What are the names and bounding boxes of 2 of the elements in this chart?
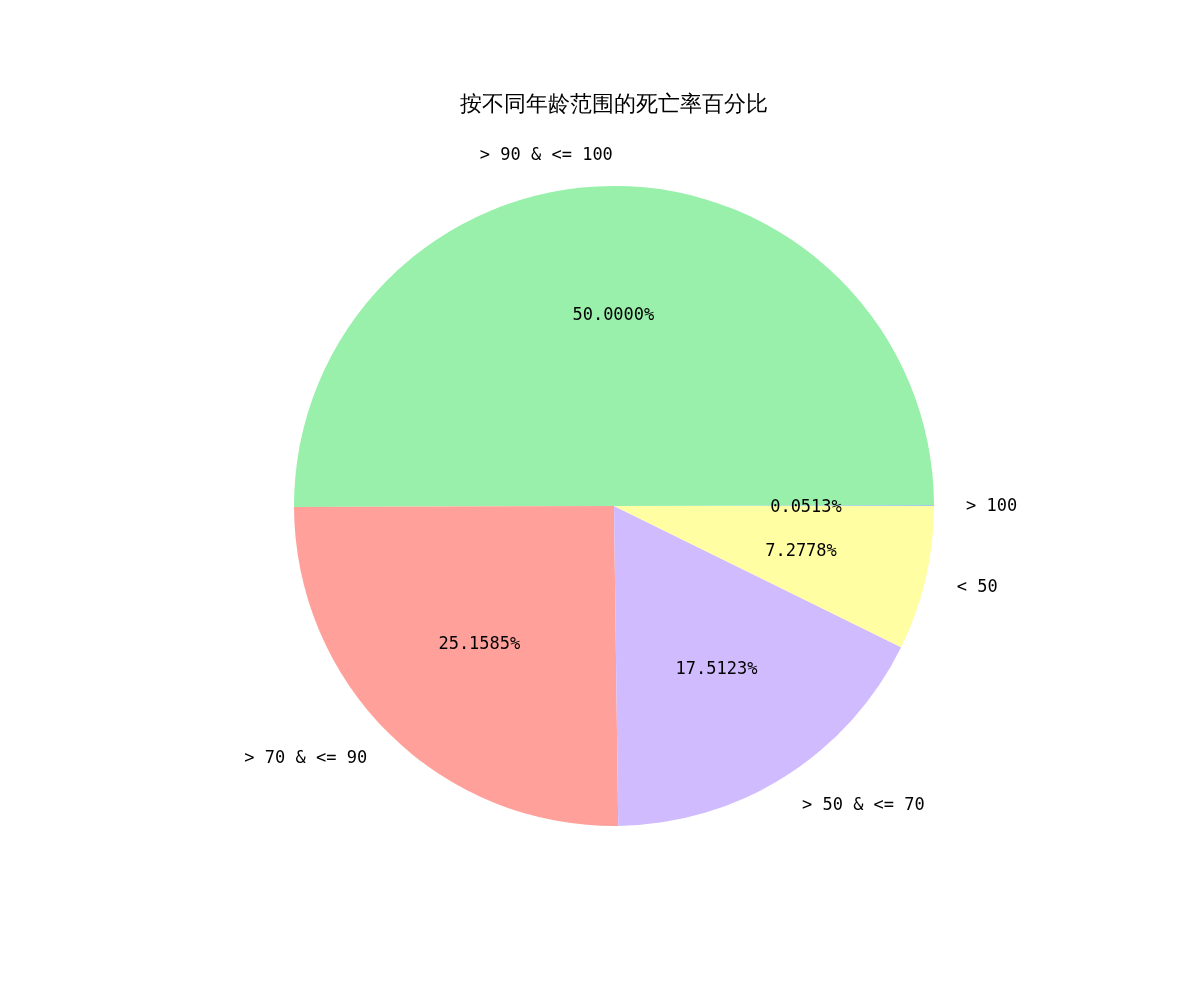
pie-slice: [294, 506, 619, 826]
title: 按不同年龄范围的死亡率百分比: [460, 90, 768, 116]
